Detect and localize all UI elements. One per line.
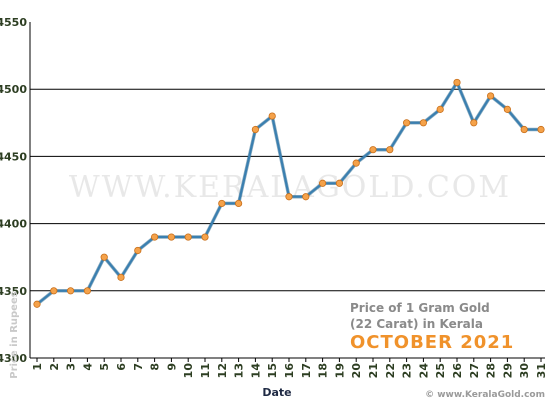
data-point (117, 273, 125, 281)
grid-lines (30, 88, 545, 292)
x-tick-label: 16 (283, 363, 296, 379)
x-tick-label: 20 (350, 363, 363, 379)
data-point (503, 105, 511, 113)
x-tick-label: 31 (535, 363, 548, 378)
data-point (520, 125, 528, 134)
y-tick-label: 4500 (0, 83, 27, 96)
y-tick-labels: 4300 4350 4400 4450 4500 4550 (0, 16, 27, 365)
x-tick-label: 10 (182, 363, 195, 379)
x-tick-label: 18 (317, 363, 330, 378)
x-tick-label: 17 (300, 363, 313, 378)
data-point (268, 112, 276, 120)
x-tick-label: 6 (115, 363, 128, 371)
x-tick-label: 7 (132, 363, 145, 371)
site-credit: © www.KeralaGold.com (425, 390, 545, 400)
data-point (201, 233, 209, 241)
x-tick-label: 8 (149, 363, 162, 371)
data-point (470, 119, 478, 127)
y-tick-label: 4400 (0, 218, 27, 231)
data-point (436, 105, 444, 113)
x-tick-label: 12 (216, 363, 229, 378)
data-point (302, 193, 310, 201)
data-point (218, 199, 226, 208)
price-series (33, 78, 545, 308)
chart-title-line2: (22 Carat) in Kerala (350, 317, 483, 331)
data-point (167, 233, 175, 241)
data-point (33, 300, 41, 308)
data-point (486, 92, 495, 100)
data-point (184, 233, 192, 241)
chart-title-month: OCTOBER 2021 (350, 332, 514, 353)
y-tick-label: 4300 (0, 352, 27, 365)
x-tick-label: 27 (468, 363, 481, 378)
data-point (453, 78, 461, 87)
data-point (251, 125, 259, 134)
data-point (537, 125, 545, 134)
data-point (402, 119, 411, 127)
x-axis-label: Date (262, 386, 291, 399)
x-tick-label: 14 (249, 363, 262, 379)
x-tick-label: 2 (48, 363, 61, 371)
x-tick-label: 4 (81, 363, 94, 371)
data-point (100, 253, 108, 261)
y-tick-label: 4350 (0, 285, 27, 298)
x-tick-label: 30 (518, 363, 531, 379)
data-point (419, 119, 427, 127)
data-point (67, 287, 75, 295)
x-tick-label: 26 (451, 363, 464, 379)
data-point (151, 233, 159, 241)
x-tick-label: 19 (333, 363, 346, 378)
x-tick-label: 24 (417, 363, 430, 379)
data-point (369, 146, 377, 154)
data-point (235, 199, 243, 208)
x-tick-label: 22 (384, 363, 397, 378)
x-tick-label: 21 (367, 363, 380, 378)
x-tick-label: 15 (266, 363, 279, 378)
data-point (335, 179, 343, 187)
x-tick-label: 13 (233, 363, 246, 378)
data-point (285, 193, 293, 201)
chart-title-line1: Price of 1 Gram Gold (350, 301, 490, 315)
data-point (50, 287, 58, 295)
y-tick-label: 4450 (0, 150, 27, 163)
x-tick-label: 5 (98, 363, 111, 371)
y-axis-label: Price in Rupees (9, 291, 20, 378)
x-tick-label: 1 (31, 363, 44, 371)
x-tick-labels: 1 2 3 4 5 6 7 8 9 10 11 12 13 14 15 16 17 18 19 20 21 22 23 24 2… (31, 363, 548, 379)
axes (29, 22, 545, 362)
x-tick-label: 28 (485, 363, 498, 378)
data-point (352, 159, 360, 167)
data-point (83, 287, 92, 295)
x-tick-label: 23 (401, 363, 414, 378)
data-point (386, 146, 394, 154)
data-point (134, 246, 142, 255)
data-point (318, 179, 327, 187)
x-tick-label: 29 (501, 363, 514, 378)
y-tick-label: 4550 (0, 16, 27, 29)
x-tick-label: 3 (65, 363, 78, 371)
x-tick-label: 25 (434, 363, 447, 378)
x-tick-label: 11 (199, 363, 212, 378)
x-tick-label: 9 (165, 363, 178, 371)
